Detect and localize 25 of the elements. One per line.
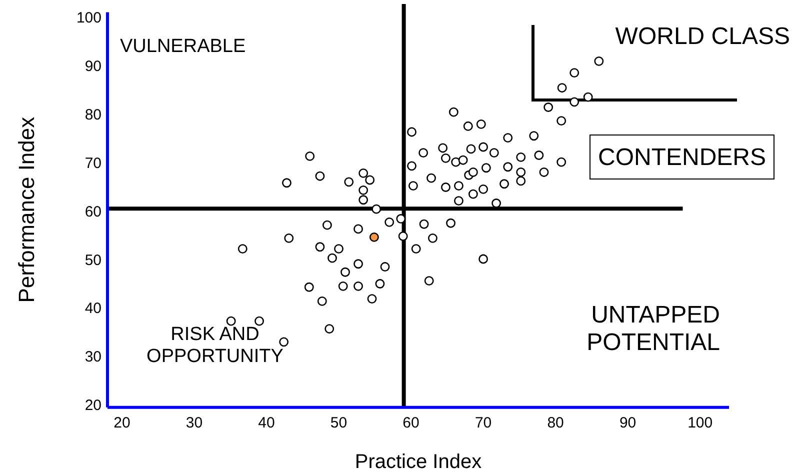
x-tick-label: 80 <box>547 414 564 432</box>
annotation: VULNERABLE <box>120 36 246 57</box>
y-axis-title: Performance Index <box>14 116 39 303</box>
y-tick-label: 90 <box>84 58 102 75</box>
annotation: RISK AND OPPORTUNITY <box>146 324 284 367</box>
x-tick-label: 20 <box>114 414 130 432</box>
x-tick-label: 40 <box>258 414 275 432</box>
y-tick-label: 40 <box>84 300 102 318</box>
x-tick-label: 70 <box>474 414 492 432</box>
x-tick-label: 50 <box>330 414 348 432</box>
x-tick-label: 90 <box>619 414 636 432</box>
annotation: UNTAPPED POTENTIAL <box>586 301 720 356</box>
x-tick-label: 30 <box>186 414 203 432</box>
x-tick-label: 60 <box>402 414 420 432</box>
y-tick-label: 50 <box>84 252 102 269</box>
y-tick-label: 70 <box>84 154 102 172</box>
x-tick-label: 100 <box>688 414 713 432</box>
y-tick-label: 100 <box>76 9 102 26</box>
annotation: WORLD CLASS <box>615 23 790 50</box>
y-tick-label: 80 <box>84 106 102 124</box>
y-tick-label: 60 <box>84 203 102 220</box>
x-axis-title: Practice Index <box>354 451 482 473</box>
y-tick-label: 20 <box>84 397 102 414</box>
annotation: CONTENDERS <box>598 144 766 171</box>
y-tick-label: 30 <box>84 348 102 366</box>
